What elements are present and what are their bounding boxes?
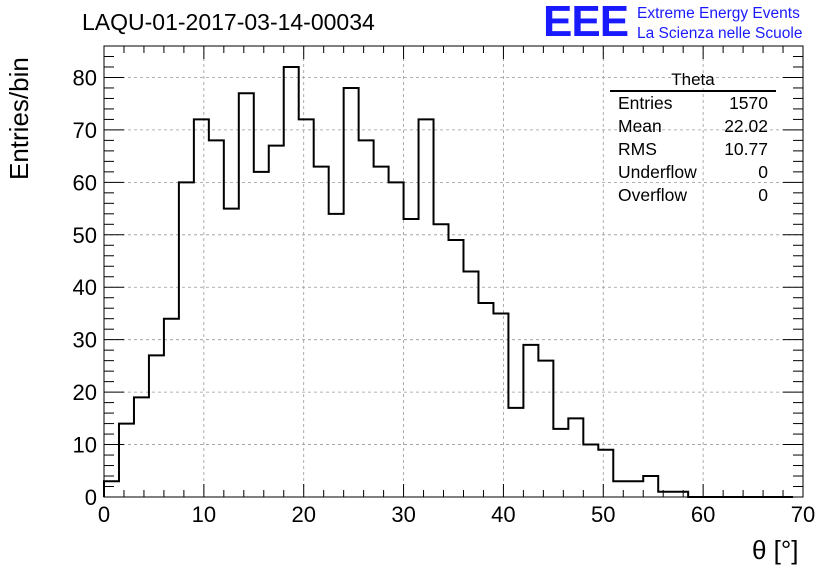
histogram-bin (194, 119, 209, 497)
histogram-bin (434, 224, 449, 497)
y-tick-label: 0 (85, 485, 97, 510)
histogram-bin (179, 182, 194, 497)
x-axis-label: θ [°] (752, 535, 799, 565)
x-tick-label: 30 (391, 502, 415, 527)
histogram-bin (134, 397, 149, 497)
x-tick-label: 10 (192, 502, 216, 527)
histogram-bin (613, 481, 628, 497)
histogram-bin (284, 67, 299, 497)
y-tick-label: 20 (73, 380, 97, 405)
histogram-bin (269, 146, 284, 497)
axis-ticks (103, 45, 804, 498)
x-tick-label: 0 (98, 502, 110, 527)
histogram-bin (493, 313, 508, 497)
histogram-bin (553, 429, 568, 497)
histogram-bin (359, 140, 374, 497)
stats-label: RMS (618, 139, 657, 159)
y-axis-label: Entries/bin (4, 57, 34, 180)
stats-row-rms: RMS 10.77 (610, 138, 776, 161)
logo-caption: Extreme Energy Events La Scienza nelle S… (637, 4, 802, 44)
x-tick-label: 70 (791, 502, 815, 527)
histogram-bars (103, 65, 794, 498)
eee-logo: EEE (543, 0, 629, 46)
y-tick-label: 70 (73, 118, 97, 143)
grid-lines (104, 46, 803, 497)
histogram-bin (523, 345, 538, 497)
y-tick-label: 80 (73, 65, 97, 90)
stats-row-entries: Entries 1570 (610, 92, 776, 115)
stats-label: Mean (618, 116, 662, 136)
histogram-bin (389, 182, 404, 497)
stats-value: 1570 (729, 93, 768, 113)
histogram-bin (463, 272, 478, 498)
logo-line-2: La Scienza nelle Scuole (637, 25, 803, 42)
y-tick-label: 50 (73, 223, 97, 248)
x-tick-label: 40 (491, 502, 515, 527)
histogram-outline (103, 65, 794, 498)
histogram-bin (104, 481, 119, 497)
histogram-bin (583, 445, 598, 497)
page-title: LAQU-01-2017-03-14-00034 (82, 9, 375, 35)
stats-row-underflow: Underflow 0 (610, 161, 776, 184)
histogram-bin (643, 476, 658, 497)
x-tick-labels: 0 10 20 30 40 50 60 70 (98, 502, 815, 527)
histogram-bin (598, 450, 613, 497)
histogram-bin (404, 219, 419, 497)
histogram-bin (344, 88, 359, 497)
stats-value: 0 (758, 162, 768, 182)
x-tick-label: 20 (291, 502, 315, 527)
histogram-bin (149, 355, 164, 497)
histogram-bin (314, 167, 329, 497)
histogram-bin (239, 93, 254, 497)
logo-line-1: Extreme Energy Events (637, 5, 800, 22)
histogram-bin (329, 214, 344, 497)
histogram-bin (224, 209, 239, 497)
histogram-bin (119, 424, 134, 497)
stats-value: 22.02 (724, 116, 768, 136)
histogram-bin (419, 119, 434, 497)
histogram-bin (508, 408, 523, 497)
stats-label: Overflow (618, 185, 688, 205)
histogram-bin (164, 319, 179, 497)
histogram-bin (374, 167, 389, 497)
histogram-bin (478, 303, 493, 497)
histogram-bin (254, 172, 269, 497)
stats-label: Underflow (618, 162, 697, 182)
y-tick-label: 40 (73, 275, 97, 300)
histogram-bin (568, 418, 583, 497)
y-tick-label: 30 (73, 328, 97, 353)
y-tick-labels: 0 10 20 30 40 50 60 70 80 (73, 65, 97, 510)
stats-value: 10.77 (724, 139, 768, 159)
stats-row-overflow: Overflow 0 (610, 184, 776, 207)
histogram-bin (209, 140, 224, 497)
stats-label: Entries (618, 93, 673, 113)
histogram-bin (299, 119, 314, 497)
histogram-bin (538, 361, 553, 497)
stats-value: 0 (758, 185, 768, 205)
stats-title: Theta (610, 70, 776, 92)
x-tick-label: 50 (591, 502, 615, 527)
y-tick-label: 60 (73, 170, 97, 195)
stats-box: Theta Entries 1570 Mean 22.02 RMS 10.77 … (610, 70, 776, 207)
plot-frame (103, 45, 804, 498)
y-tick-label: 10 (73, 433, 97, 458)
stats-row-mean: Mean 22.02 (610, 115, 776, 138)
histogram-bin (628, 481, 643, 497)
x-tick-label: 60 (691, 502, 715, 527)
histogram-bin (449, 240, 464, 497)
